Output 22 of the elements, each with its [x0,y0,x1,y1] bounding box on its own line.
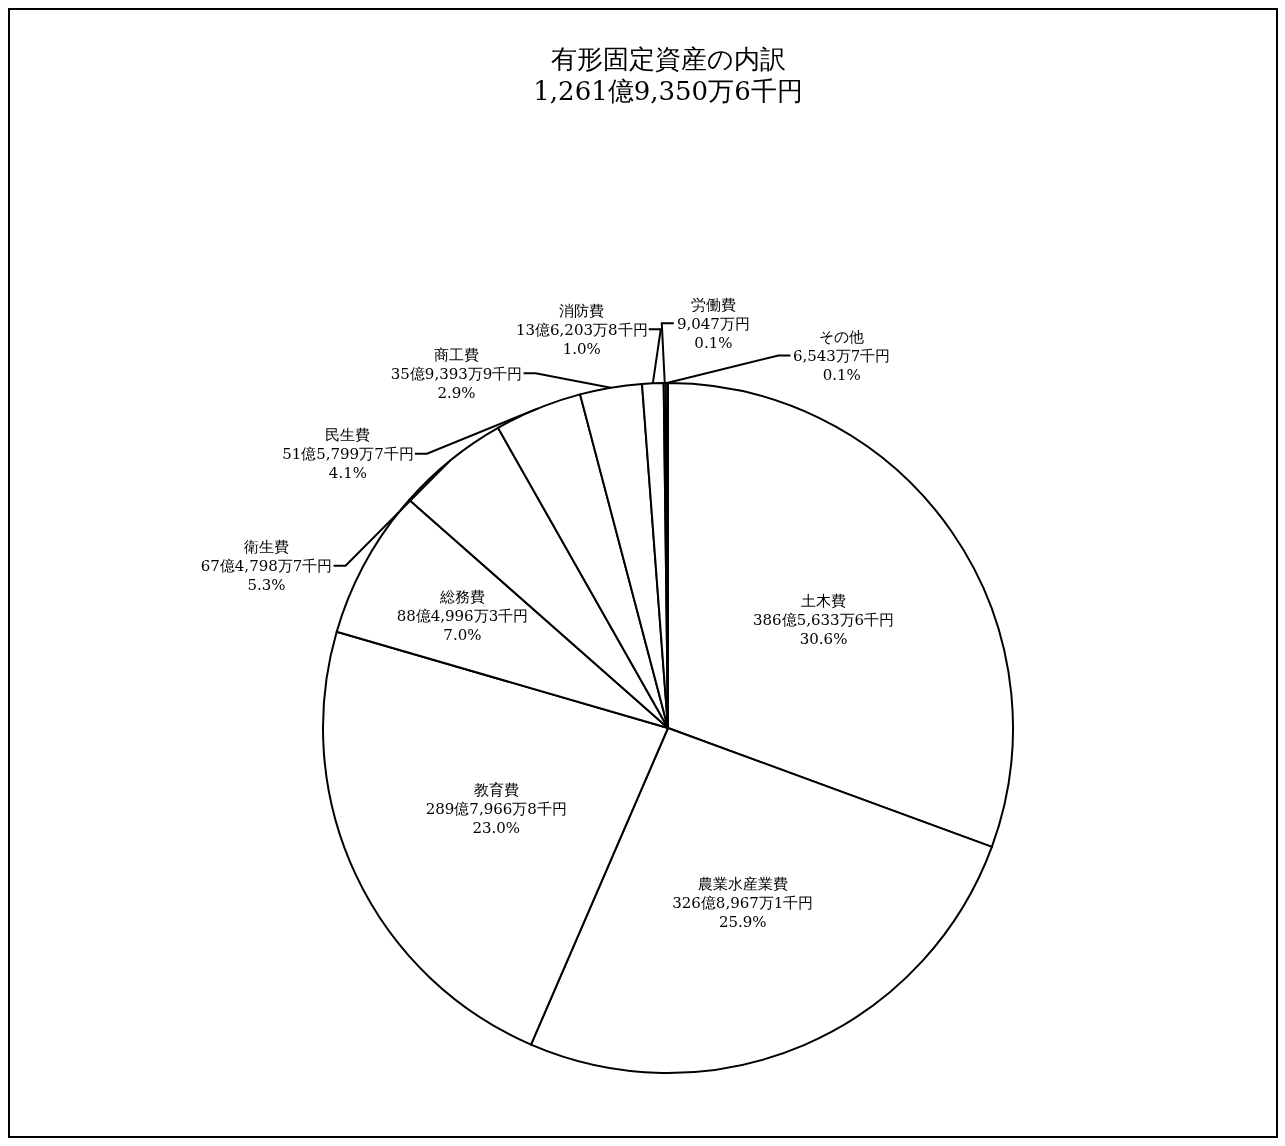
slice-label: 土木費 [801,592,847,611]
data-label: 289億7,966万8千円 23.0% [425,800,567,838]
slice-label: 総務費 [438,587,485,606]
data-label: 35億9,393万9千円 2.9% [390,365,523,402]
chart-title: 有形固定資産の内訳 [550,44,786,74]
slice-label: 商工費 [434,346,480,364]
data-label: 51億5,799万7千円 4.1% [282,445,414,483]
slice-label: その他 [819,328,865,347]
data-label: 9,047万円 0.1% [676,314,750,352]
slice-label: 消防費 [559,301,605,320]
slice-label: 労働費 [690,295,736,314]
data-label: 13億6,203万8千円 1.0% [515,320,648,358]
slice-label: 衛生費 [244,538,290,557]
slice-label: 教育費 [473,781,519,800]
data-label: 67億4,798万7千円 5.3% [200,557,333,595]
data-label: 6,543万7千円 0.1% [792,347,891,385]
chart-subtitle: 1,261億9,350万6千円 [533,76,803,106]
data-label: 326億8,967万1千円 25.9% [672,894,814,932]
slice-label: 民生費 [325,426,371,445]
data-label: 88億4,996万3千円 7.0% [396,606,529,644]
data-label: 386億5,633万6千円 30.6% [753,611,895,649]
slice-label: 農業水産業費 [697,875,788,894]
